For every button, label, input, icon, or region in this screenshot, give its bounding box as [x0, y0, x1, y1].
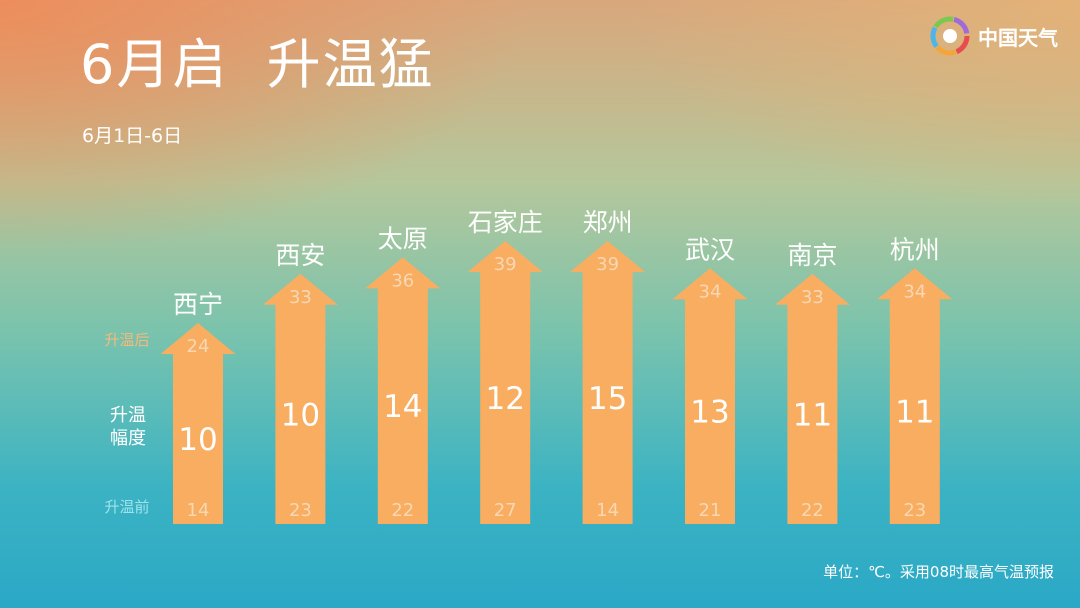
before-value: 21 — [699, 500, 722, 521]
city-label: 杭州 — [890, 235, 940, 264]
arrow-bar — [570, 240, 646, 524]
city-label: 西宁 — [173, 290, 223, 319]
footnote: 单位：℃。采用08时最高气温预报 — [823, 563, 1054, 581]
increase-value: 13 — [690, 395, 729, 431]
arrow-bar — [877, 268, 953, 524]
city-label: 西安 — [275, 241, 325, 270]
after-value: 24 — [187, 336, 210, 357]
city-label: 南京 — [787, 241, 837, 270]
row-label-increase-line1: 升温 — [110, 405, 146, 426]
increase-value: 11 — [895, 395, 934, 431]
after-value: 36 — [391, 270, 414, 291]
row-label-increase-line2: 幅度 — [110, 427, 146, 449]
before-value: 22 — [801, 500, 824, 521]
arrow-bar — [160, 323, 236, 524]
city-label: 郑州 — [583, 208, 633, 237]
after-value: 34 — [903, 281, 926, 302]
city-label: 武汉 — [685, 235, 735, 264]
page-title: 6月启 升温猛 — [80, 33, 435, 96]
increase-value: 14 — [383, 389, 422, 425]
city-label: 石家庄 — [468, 208, 543, 237]
increase-value: 15 — [588, 381, 627, 417]
city-label: 太原 — [378, 224, 428, 253]
increase-value: 12 — [485, 381, 524, 417]
after-value: 33 — [289, 287, 312, 308]
row-label-increase: 升温 幅度 — [100, 405, 156, 450]
swirl-logo-icon — [930, 16, 970, 56]
after-value: 34 — [699, 281, 722, 302]
arrow-bar — [262, 273, 338, 524]
row-label-after: 升温后 — [104, 331, 150, 349]
before-value: 23 — [289, 500, 312, 521]
logo-text: 中国天气 — [978, 25, 1058, 50]
before-value: 22 — [391, 500, 414, 521]
page-subtitle: 6月1日-6日 — [82, 125, 183, 147]
after-value: 39 — [494, 254, 517, 275]
after-value: 33 — [801, 287, 824, 308]
arrow-bar — [365, 257, 441, 524]
row-label-before: 升温前 — [104, 498, 150, 516]
increase-value: 11 — [793, 397, 832, 433]
arrow-bar — [774, 273, 850, 524]
before-value: 27 — [494, 500, 517, 521]
after-value: 39 — [596, 254, 619, 275]
before-value: 23 — [903, 500, 926, 521]
increase-value: 10 — [178, 422, 217, 458]
before-value: 14 — [596, 500, 619, 521]
arrow-bar — [467, 240, 543, 524]
increase-value: 10 — [281, 397, 320, 433]
brand-logo: 中国天气 — [930, 16, 1058, 56]
before-value: 14 — [187, 500, 210, 521]
arrow-bar — [672, 268, 748, 524]
